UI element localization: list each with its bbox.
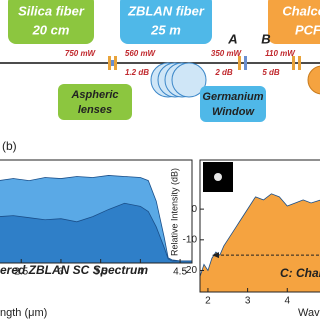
fiber-type: PCF [295,22,320,37]
x-tick-label: 4 [284,296,290,307]
spectrum-area [200,193,320,292]
spectrum-area [0,202,192,263]
arrow-head [212,252,219,259]
fiber-length: 20 cm [32,22,70,37]
fiber-label: Silica fiber [18,3,85,18]
window-box [200,86,266,122]
lens-pair [292,56,301,70]
loss-label: 5 dB [262,68,280,77]
pcf-coil [307,65,320,95]
y-axis-label: Relative Intensity (dB) [169,168,179,256]
fiber-label: Chalcog [282,3,320,18]
y-tick-label: 0 [191,204,197,215]
x-tick-label: 3 [245,296,251,307]
x-axis-label: ngth (μm) [0,307,47,319]
lens-pair [108,56,117,70]
component-label: Window [212,106,255,118]
chalco-box [268,0,320,44]
point-label: B [261,31,270,46]
y-tick-label: -10 [183,234,198,245]
x-tick-label: 4.5 [173,267,187,278]
plot-frame [0,159,193,264]
annotation: C: Chalcoge [280,266,320,280]
x-tick-label: 2.5 [14,267,28,278]
point-label: A [227,31,237,46]
lens-box [58,84,132,120]
y-tick-label: -20 [183,265,198,276]
x-tick-label: 3.5 [94,267,108,278]
panel-label: (b) [2,139,17,153]
x-tick-label: 2 [205,296,211,307]
x-tick-label: 4 [138,267,144,278]
x-axis-label: Wav [298,307,320,319]
annotation: ered ZBLAN SC Spectrum [0,263,148,277]
plot-frame [199,159,320,293]
fiber-length: 25 m [150,22,181,37]
lens-pair [238,56,247,70]
fiber-coil [150,62,207,98]
silica-box [8,0,94,44]
power-label: 350 mW [211,49,243,58]
component-label: Aspheric [70,89,118,101]
power-label: 750 mW [65,49,97,58]
component-label: Germanium [202,91,263,103]
power-label: 110 mW [265,49,296,58]
fiber-label: ZBLAN fiber [127,3,205,18]
zblan-box [120,0,212,44]
plot-area [200,193,320,292]
mode-spot [214,173,222,181]
loss-label: 1.2 dB [125,68,149,77]
loss-label: 2 dB [214,68,233,77]
x-tick-label: 3 [58,267,64,278]
plot-area [0,175,192,263]
power-label: 560 mW [125,49,157,58]
component-label: lenses [78,104,112,116]
